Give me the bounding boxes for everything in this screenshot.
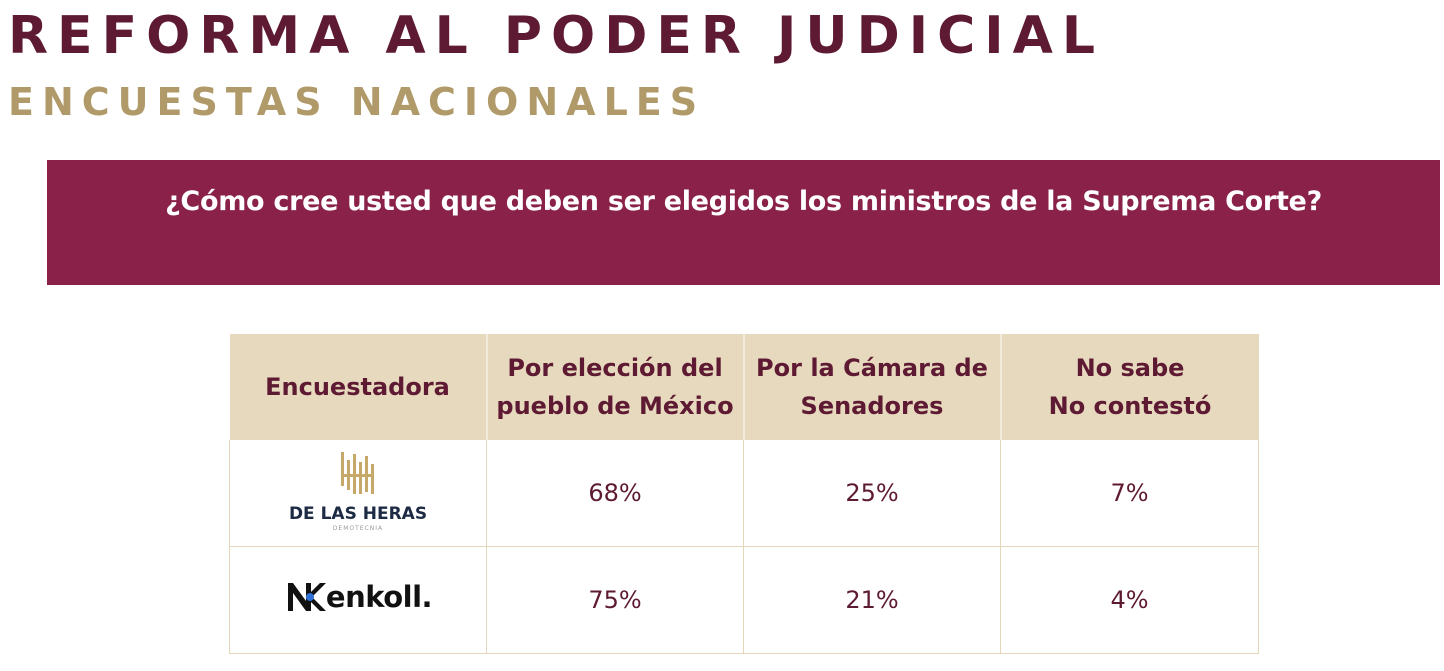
poll-results-table: Encuestadora Por elección del pueblo de … — [229, 334, 1259, 654]
question-banner: ¿Cómo cree usted que deben ser elegidos … — [47, 160, 1440, 285]
value-eleccion-pueblo: 75% — [486, 546, 744, 654]
enkoll-logo-icon — [287, 583, 326, 611]
pollster-name: DE LAS HERAS — [288, 504, 428, 524]
column-header-no-sabe: No sabe No contestó — [1000, 334, 1259, 440]
table-header-row: Encuestadora Por elección del pueblo de … — [229, 334, 1259, 440]
pollster-cell: DE LAS HERAS DEMOTECNIA — [229, 440, 487, 547]
pollster-name: enkoll. — [325, 580, 433, 614]
column-header-pollster: Encuestadora — [229, 334, 488, 440]
pollster-cell: enkoll. — [229, 546, 487, 654]
de-las-heras-logo-icon — [341, 452, 374, 494]
table-row: DE LAS HERAS DEMOTECNIA 68% 25% 7% — [229, 440, 1259, 547]
value-camara-senadores: 21% — [743, 546, 1001, 654]
column-header-line: Senadores — [800, 392, 944, 420]
column-header-line: Por elección del — [507, 354, 723, 382]
pollster-subname: DEMOTECNIA — [332, 525, 384, 532]
de-las-heras-logo: DE LAS HERAS DEMOTECNIA — [289, 450, 427, 532]
column-header-line: pueblo de México — [496, 392, 734, 420]
value-eleccion-pueblo: 68% — [486, 440, 744, 547]
column-header-line: Encuestadora — [265, 373, 450, 401]
column-header-line: Por la Cámara de — [756, 354, 988, 382]
page-title: REFORMA AL PODER JUDICIAL — [8, 6, 1105, 66]
column-header-eleccion-pueblo: Por elección del pueblo de México — [486, 334, 745, 440]
page-subtitle: ENCUESTAS NACIONALES — [8, 80, 706, 124]
column-header-camara-senadores: Por la Cámara de Senadores — [743, 334, 1002, 440]
column-header-line: No sabe — [1075, 354, 1185, 382]
column-header-line: No contestó — [1048, 392, 1212, 420]
enkoll-logo: enkoll. — [284, 577, 433, 617]
table-row: enkoll. 75% 21% 4% — [229, 546, 1259, 654]
value-no-sabe: 4% — [1000, 546, 1259, 654]
value-camara-senadores: 25% — [743, 440, 1001, 547]
value-no-sabe: 7% — [1000, 440, 1259, 547]
question-text: ¿Cómo cree usted que deben ser elegidos … — [165, 186, 1322, 217]
